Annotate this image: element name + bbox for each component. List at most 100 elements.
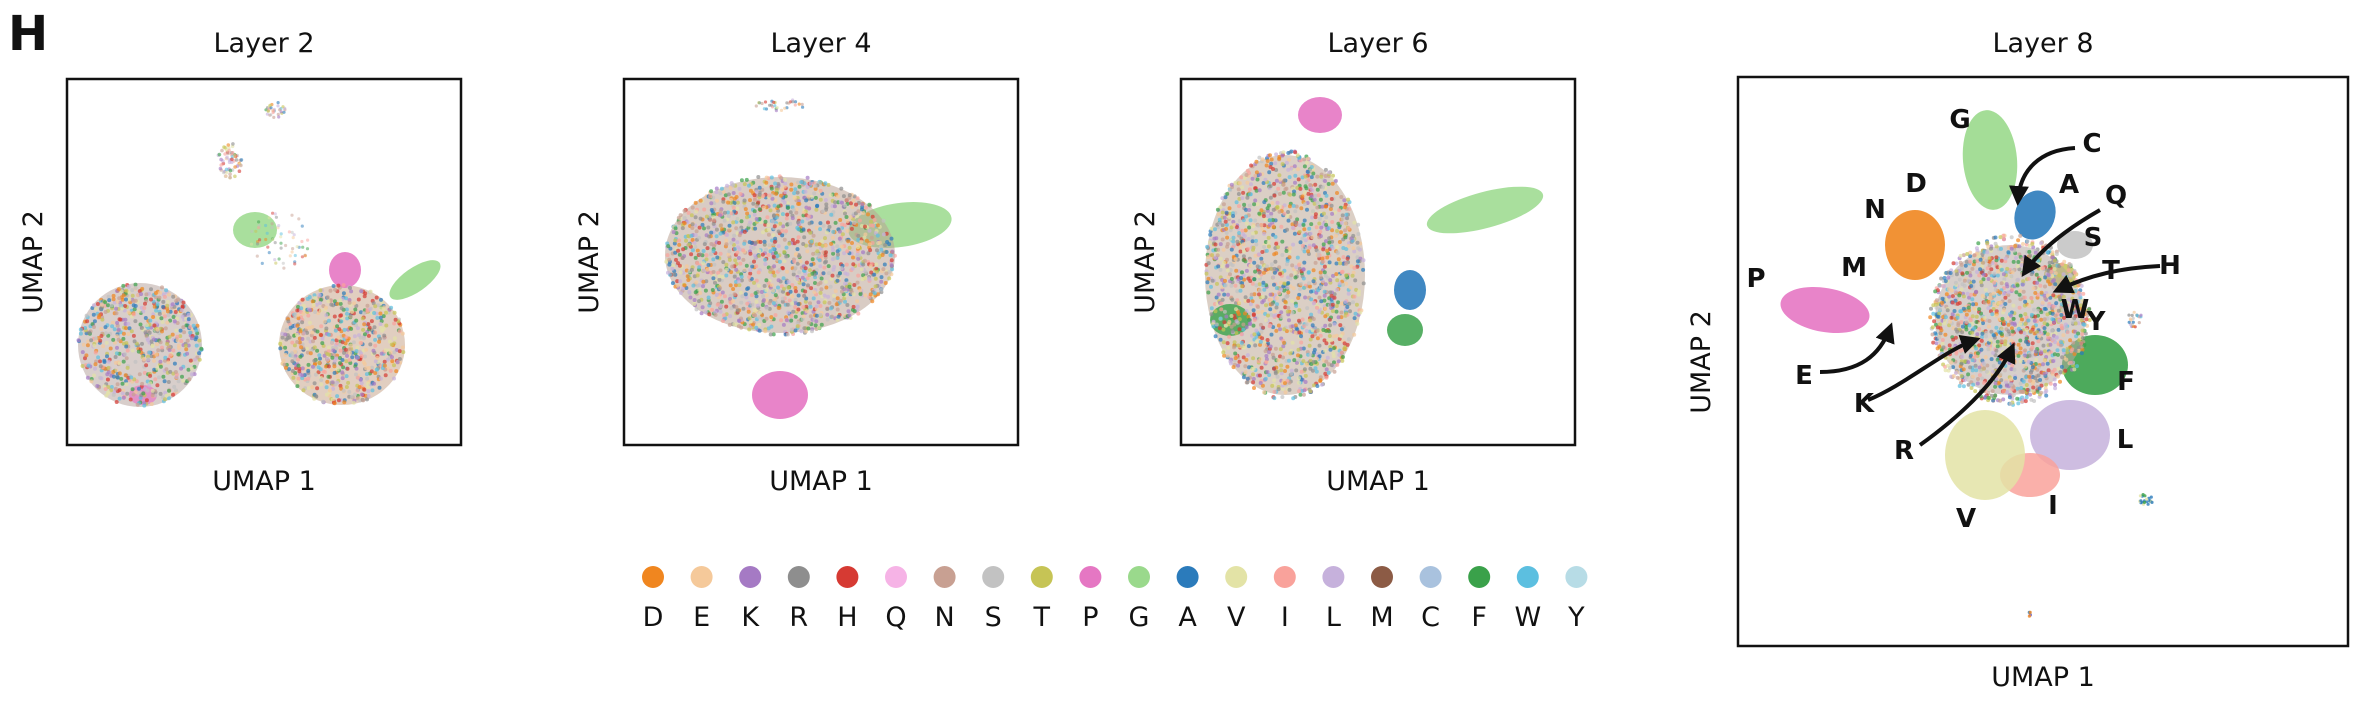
scatter-point xyxy=(1258,381,1263,385)
scatter-point xyxy=(764,278,769,283)
scatter-point xyxy=(754,278,759,283)
scatter-point xyxy=(801,314,806,319)
scatter-point xyxy=(873,276,878,281)
scatter-point xyxy=(771,233,776,238)
scatter-point xyxy=(2076,345,2081,350)
scatter-point xyxy=(752,280,756,285)
scatter-point xyxy=(150,388,155,393)
scatter-point xyxy=(796,180,801,185)
scatter-point xyxy=(267,216,271,220)
scatter-point xyxy=(738,261,743,266)
scatter-point xyxy=(102,360,107,364)
scatter-point xyxy=(760,101,764,106)
scatter-point xyxy=(1286,151,1291,155)
scatter-point xyxy=(779,176,784,180)
scatter-point xyxy=(1249,292,1254,297)
scatter-point xyxy=(718,209,723,214)
scatter-point xyxy=(856,273,861,278)
scatter-point xyxy=(686,278,691,282)
scatter-point xyxy=(712,262,717,267)
scatter-point xyxy=(863,293,868,298)
scatter-point xyxy=(1249,163,1254,168)
scatter-point xyxy=(1240,196,1245,201)
cluster-left-lobe xyxy=(78,283,202,407)
scatter-point xyxy=(704,214,709,219)
scatter-point xyxy=(96,355,101,360)
scatter-point xyxy=(740,294,745,299)
scatter-point xyxy=(784,254,789,259)
scatter-point xyxy=(1219,301,1224,306)
scatter-point xyxy=(364,347,369,352)
scatter-point xyxy=(726,228,731,233)
scatter-point xyxy=(119,376,124,381)
scatter-point xyxy=(1297,389,1301,394)
scatter-point xyxy=(120,306,125,311)
scatter-point xyxy=(378,315,383,320)
scatter-point xyxy=(130,348,135,353)
scatter-point xyxy=(1323,179,1327,183)
scatter-point xyxy=(172,384,177,389)
scatter-point xyxy=(111,337,116,342)
scatter-point xyxy=(1218,316,1223,321)
scatter-point xyxy=(400,331,405,336)
scatter-point xyxy=(757,207,762,212)
scatter-point xyxy=(312,335,317,340)
scatter-point xyxy=(798,259,803,264)
scatter-point xyxy=(105,354,109,359)
scatter-point xyxy=(2014,290,2019,295)
scatter-point xyxy=(773,236,778,241)
scatter-point xyxy=(1272,282,1276,287)
scatter-point xyxy=(374,367,379,372)
scatter-point xyxy=(1345,305,1350,309)
scatter-point xyxy=(284,327,289,332)
scatter-point xyxy=(1295,327,1300,332)
scatter-point xyxy=(844,278,849,283)
scatter-point xyxy=(315,329,320,334)
scatter-point xyxy=(1218,267,1223,272)
scatter-point xyxy=(884,250,889,254)
scatter-point xyxy=(747,327,752,332)
scatter-point xyxy=(752,212,757,217)
scatter-point xyxy=(1226,345,1231,350)
scatter-point xyxy=(786,285,791,290)
scatter-point xyxy=(301,388,306,393)
scatter-point xyxy=(166,380,171,384)
scatter-point xyxy=(802,235,807,240)
scatter-point xyxy=(1289,166,1294,171)
scatter-point xyxy=(149,287,153,292)
scatter-point xyxy=(1260,250,1265,254)
scatter-point xyxy=(1318,270,1323,275)
scatter-point xyxy=(725,233,730,237)
scatter-point xyxy=(767,193,772,198)
scatter-point xyxy=(793,305,798,310)
scatter-point xyxy=(842,251,847,256)
scatter-point xyxy=(1255,202,1260,207)
scatter-point xyxy=(1268,165,1273,169)
scatter-point xyxy=(851,292,856,297)
scatter-point xyxy=(711,276,716,281)
scatter-point xyxy=(1252,386,1256,390)
scatter-point xyxy=(714,234,719,239)
scatter-point xyxy=(113,355,118,359)
scatter-point xyxy=(677,242,682,247)
scatter-point xyxy=(847,284,852,289)
scatter-point xyxy=(365,376,370,381)
scatter-point xyxy=(1291,242,1296,247)
scatter-point xyxy=(227,160,232,165)
scatter-point xyxy=(772,264,777,269)
scatter-point xyxy=(121,331,126,336)
scatter-point xyxy=(782,184,787,189)
scatter-point xyxy=(1221,202,1226,207)
scatter-point xyxy=(334,346,339,351)
scatter-point xyxy=(1264,354,1269,358)
scatter-point xyxy=(771,254,776,259)
scatter-point xyxy=(773,293,778,298)
scatter-point xyxy=(824,202,829,207)
scatter-point xyxy=(144,333,149,338)
scatter-point xyxy=(671,263,676,268)
scatter-point xyxy=(1302,190,1307,195)
scatter-point xyxy=(159,316,164,321)
scatter-point xyxy=(785,212,790,217)
scatter-point xyxy=(375,315,380,320)
scatter-point xyxy=(744,263,749,268)
